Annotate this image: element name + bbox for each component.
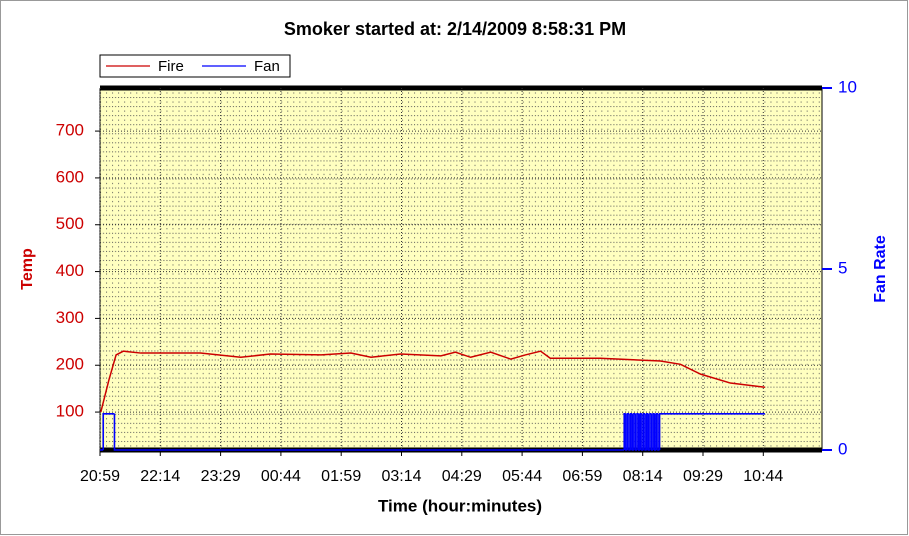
y2-tick-label: 10 [838,77,857,96]
x-tick-label: 08:14 [623,468,663,485]
y-tick-label: 100 [56,402,84,421]
x-tick-label: 10:44 [743,468,783,485]
y-tick-label: 600 [56,167,84,186]
fan-step [102,413,115,450]
x-tick-label: 06:59 [562,468,602,485]
x-tick-label: 05:44 [502,468,542,485]
x-tick-label: 04:29 [442,468,482,485]
legend: Fire Fan [99,54,291,78]
y2-tick-label: 5 [838,258,847,277]
legend-label: Fire [158,58,184,75]
x-tick-label: 22:14 [140,468,180,485]
x-tick-label: 01:59 [321,468,361,485]
y-tick-label: 700 [56,121,84,140]
y-tick-label: 500 [56,214,84,233]
y-tick-label: 200 [56,355,84,374]
x-tick-label: 09:29 [683,468,723,485]
fan-step [658,413,765,450]
x-tick-label: 00:44 [261,468,301,485]
x-axis-label: Time (hour:minutes) [378,496,542,515]
y-tick-label: 300 [56,308,84,327]
minor-grid [100,88,822,450]
x-tick-label: 20:59 [80,468,120,485]
y2-axis-label: Fan Rate [872,235,889,303]
y-tick-label: 400 [56,261,84,280]
y2-tick-label: 0 [838,439,847,458]
chart-title: Smoker started at: 2/14/2009 8:58:31 PM [284,19,626,39]
legend-box [99,54,291,78]
legend-label: Fan [254,58,280,75]
x-tick-label: 03:14 [381,468,421,485]
fan-step [113,413,625,451]
x-tick-label: 23:29 [201,468,241,485]
y-axis-label: Temp [19,248,36,290]
fire-line [100,350,766,413]
